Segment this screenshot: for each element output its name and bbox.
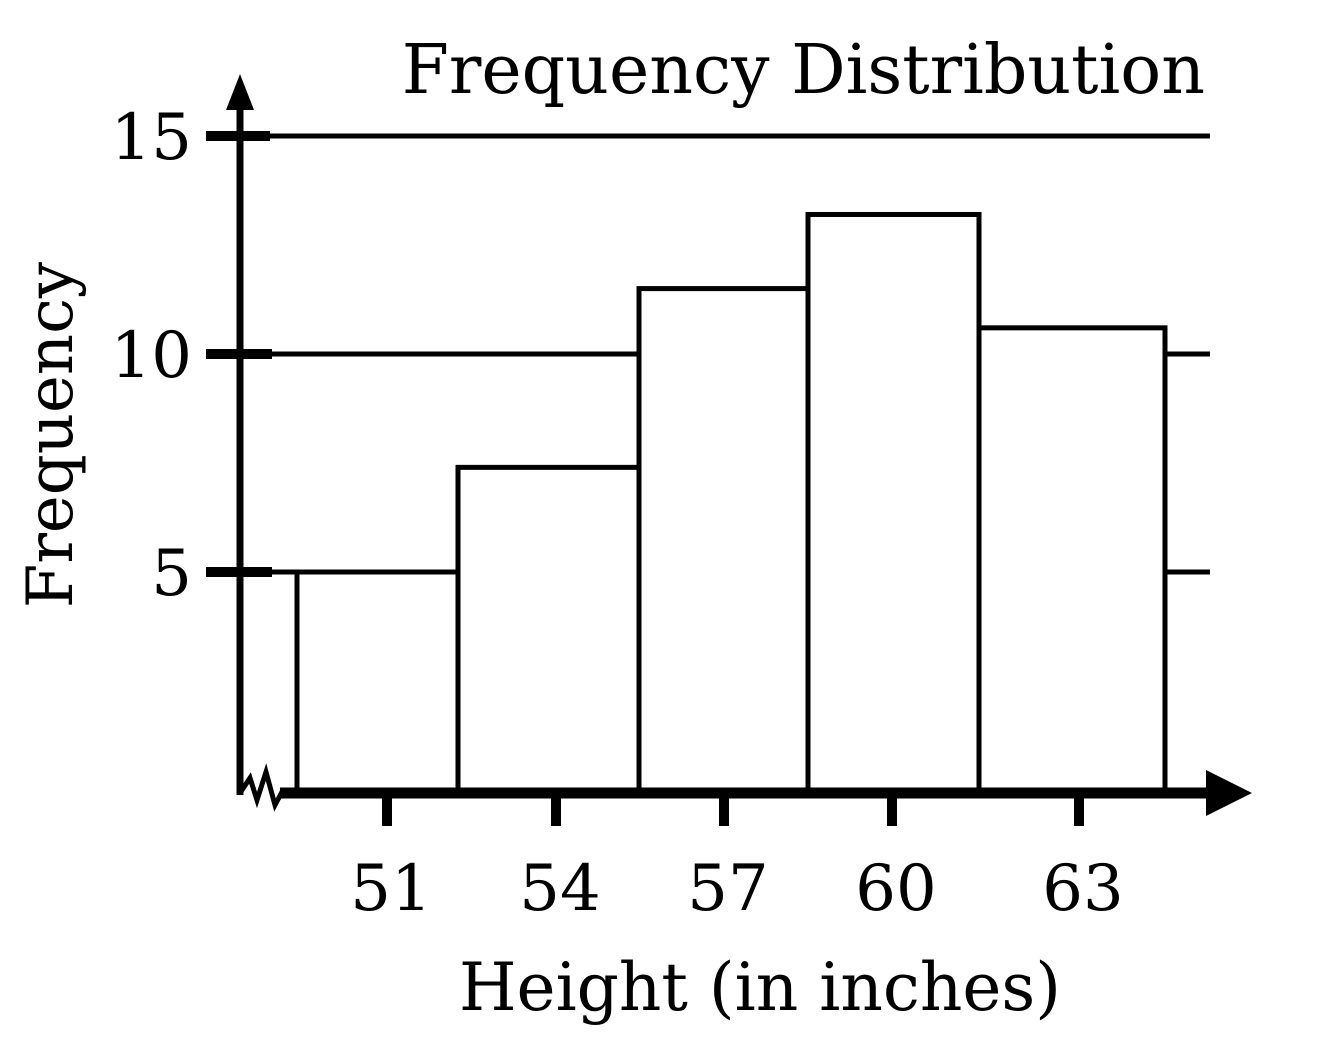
x-tick-label-63: 63 <box>1042 852 1123 926</box>
chart-title: Frequency Distribution <box>402 31 1205 110</box>
x-tick-label-51: 51 <box>350 852 431 926</box>
y-tick-label-5: 5 <box>151 537 192 611</box>
tick-labels: 5 10 15 51 54 57 60 63 <box>111 101 1124 926</box>
histogram-bars <box>294 211 1168 793</box>
bar-60 <box>805 211 982 793</box>
y-tick-label-15: 15 <box>111 101 192 175</box>
bar-51 <box>294 569 461 793</box>
bar-57 <box>636 286 811 793</box>
y-axis-label: Frequency <box>14 262 88 608</box>
y-tick-label-10: 10 <box>111 319 192 393</box>
bar-63 <box>976 325 1168 793</box>
y-axis-arrow <box>226 74 254 110</box>
x-axis-arrow <box>1206 770 1252 816</box>
x-tick-label-57: 57 <box>687 852 768 926</box>
bar-54 <box>455 464 642 793</box>
axes <box>226 74 1252 816</box>
x-tick-label-60: 60 <box>855 852 936 926</box>
x-tick-label-54: 54 <box>519 852 600 926</box>
axis-break-mark <box>237 763 286 812</box>
x-axis-label: Height (in inches) <box>459 949 1061 1026</box>
tick-marks <box>206 131 1084 826</box>
